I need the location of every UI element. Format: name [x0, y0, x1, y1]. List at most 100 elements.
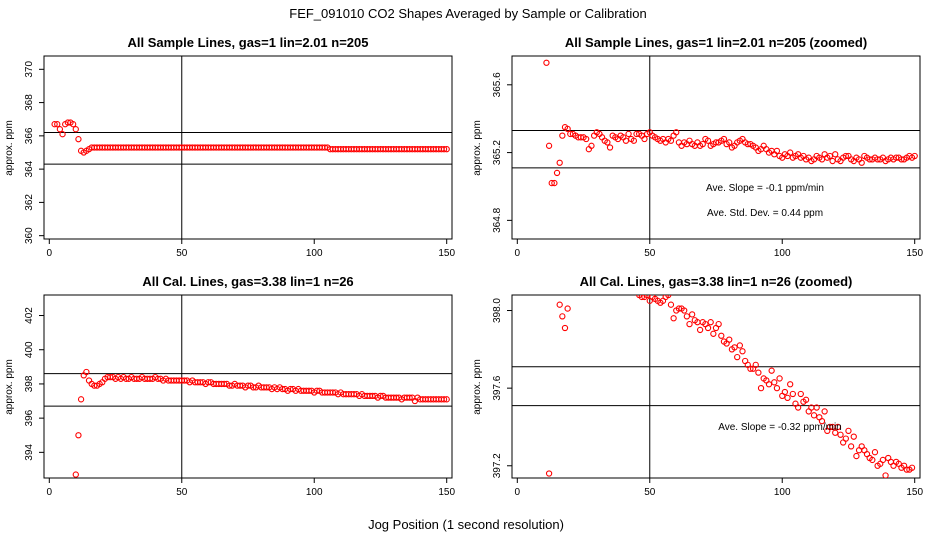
cal-point	[83, 368, 90, 376]
sample-zoomed-point	[720, 135, 728, 143]
sample-frame	[43, 55, 453, 240]
cal-point	[77, 396, 85, 403]
sample-ytick-label: 364	[24, 160, 35, 177]
sample-ytick-label: 368	[24, 94, 35, 111]
cal-zoomed-point	[802, 396, 810, 403]
cal-point	[263, 384, 270, 391]
sample-point	[75, 136, 82, 143]
panel-sample-title: All Sample Lines, gas=1 lin=2.01 n=205	[128, 35, 369, 50]
sample-zoomed-point	[564, 125, 571, 133]
sample-zoomed-point	[556, 159, 563, 166]
cal-point	[226, 382, 233, 389]
sample-zoomed-frame	[511, 55, 921, 240]
cal-frame	[43, 294, 453, 479]
cal-point	[133, 375, 140, 382]
cal-point	[279, 385, 286, 393]
cal-point	[250, 384, 257, 391]
cal-zoomed-xtick-label: 150	[906, 487, 923, 498]
sample-xtick-label: 0	[47, 248, 53, 259]
sample-zoomed-point	[551, 179, 558, 187]
sample-zoomed-point	[744, 140, 751, 148]
cal-zoomed-point	[832, 429, 839, 436]
sample-zoomed-point	[543, 59, 550, 66]
sample-point	[59, 131, 66, 138]
cal-point	[440, 396, 448, 403]
cal-point	[181, 377, 188, 384]
cal-zoomed-xtick-label: 0	[515, 487, 521, 498]
cal-zoomed-point	[771, 379, 778, 386]
cal-point	[329, 389, 336, 396]
sample-zoomed-point	[726, 139, 733, 146]
sample-zoomed-point	[633, 130, 640, 138]
cal-zoomed-point	[752, 361, 759, 369]
sample-zoomed-point	[911, 152, 918, 160]
cal-zoomed-point	[768, 367, 775, 374]
sample-zoomed-point	[842, 152, 849, 160]
sample-zoomed-xtick-label: 150	[906, 248, 923, 259]
cal-zoomed-point	[641, 295, 648, 301]
cal-point	[107, 373, 114, 381]
sample-point	[440, 146, 448, 153]
cal-xtick-label: 50	[176, 487, 188, 498]
sample-zoomed-point	[832, 151, 839, 158]
cal-zoomed-point	[776, 375, 783, 382]
cal-zoomed-point	[681, 307, 688, 314]
panel-sample-zoomed-plot: 0 50 100 150 364.8 365.2 365.6	[492, 55, 923, 259]
sample-zoomed-point	[588, 142, 595, 149]
cal-point	[350, 391, 358, 398]
cal-zoomed-point	[561, 324, 569, 332]
sample-slope-annotation: Ave. Slope = -0.1 ppm/min	[706, 183, 824, 194]
sample-point	[72, 126, 79, 133]
cal-points	[72, 368, 450, 478]
sample-zoomed-point	[606, 144, 614, 151]
panel-sample-ylabel: approx. ppm	[4, 120, 15, 176]
sample-zoomed-point	[898, 156, 905, 163]
sample-zoomed-point	[818, 156, 826, 163]
cal-zoomed-point	[707, 319, 714, 326]
sample-zoomed-xtick-label: 0	[515, 248, 521, 259]
cal-zoomed-point	[556, 301, 563, 308]
sample-point	[54, 121, 61, 128]
sample-zoomed-point	[787, 149, 794, 156]
sample-zoomed-ytick-label: 365.6	[492, 72, 503, 97]
cal-zoomed-point	[847, 443, 855, 450]
cal-zoomed-point	[715, 320, 722, 328]
cal-zoomed-point	[882, 472, 889, 478]
sample-xtick-label: 100	[306, 248, 323, 259]
cal-zoomed-point	[667, 301, 675, 308]
cal-zoomed-point	[869, 456, 876, 464]
cal-zoomed-point	[665, 295, 672, 299]
cal-zoomed-point	[784, 394, 791, 402]
cal-zoomed-point	[662, 295, 669, 301]
cal-zoomed-point	[736, 342, 743, 349]
cal-zoomed-point	[757, 384, 765, 392]
sample-zoomed-points	[543, 59, 918, 187]
cal-point	[146, 375, 154, 382]
cal-xtick-label: 100	[306, 487, 323, 498]
sample-zoomed-xtick-label: 50	[644, 248, 656, 259]
sample-zoomed-point	[858, 159, 865, 166]
panel-cal-zoomed-ylabel: approx. ppm	[472, 359, 483, 415]
cal-zoomed-point	[731, 344, 738, 351]
sample-zoomed-point	[704, 137, 712, 144]
sample-zoomed-point	[673, 129, 680, 136]
sample-zoomed-point	[630, 137, 638, 144]
sample-zoomed-point	[641, 135, 648, 143]
sample-zoomed-point	[866, 156, 873, 163]
cal-zoomed-point	[813, 404, 820, 411]
sample-zoomed-point	[583, 135, 590, 143]
cal-zoomed-point	[689, 311, 696, 318]
cal-point	[406, 394, 413, 401]
cal-point	[154, 375, 162, 382]
cal-zoomed-point	[794, 404, 802, 411]
cal-zoomed-point	[845, 427, 852, 434]
sample-zoomed-point	[604, 139, 611, 146]
sample-ytick-label: 360	[24, 227, 35, 244]
cal-point	[393, 394, 400, 401]
sample-zoomed-point	[622, 137, 630, 144]
cal-point	[287, 385, 294, 393]
cal-zoomed-point	[696, 326, 704, 334]
cal-zoomed-point	[675, 305, 683, 312]
cal-zoomed-point	[810, 412, 818, 419]
cal-zoomed-point	[908, 464, 916, 471]
